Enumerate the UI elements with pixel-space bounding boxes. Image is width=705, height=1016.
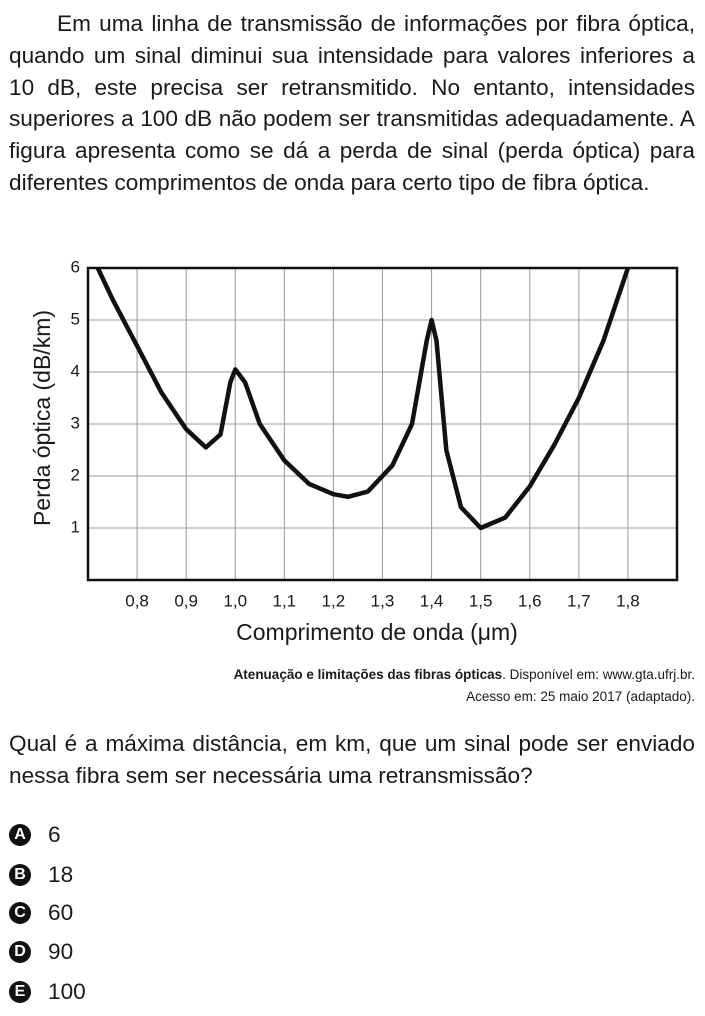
x-tick-label: 1,2 bbox=[322, 591, 346, 610]
option-letter: A bbox=[9, 824, 31, 846]
option-text: 100 bbox=[48, 979, 86, 1004]
plot-frame bbox=[86, 266, 679, 582]
option-letter: E bbox=[9, 981, 31, 1003]
option-text: 60 bbox=[48, 900, 74, 925]
source-text: . Disponível em: www.gta.ufrj.br. bbox=[502, 667, 695, 682]
option-text: 6 bbox=[48, 822, 61, 847]
x-tick-label: 0,9 bbox=[174, 591, 198, 610]
option[interactable]: B 18 bbox=[9, 860, 73, 890]
question: Qual é a máxima distância, em km, que um… bbox=[9, 731, 695, 788]
y-tick-label: 3 bbox=[71, 413, 80, 432]
x-tick-label: 1,8 bbox=[616, 591, 640, 610]
source-line: Atenuação e limitações das fibras óptica… bbox=[234, 664, 695, 686]
source-title: Atenuação e limitações das fibras óptica… bbox=[233, 667, 503, 682]
y-tick-label: 5 bbox=[71, 309, 80, 328]
y-axis-label: Perda óptica (dB/km) bbox=[29, 310, 55, 526]
y-tick-label: 2 bbox=[71, 465, 80, 484]
x-axis-label: Comprimento de onda (μm) bbox=[236, 619, 518, 645]
source-text: Acesso em: 25 maio 2017 (adaptado). bbox=[466, 689, 695, 704]
intro-text: Em uma linha de transmissão de informaçõ… bbox=[9, 11, 695, 195]
x-tick-label: 1,3 bbox=[371, 591, 395, 610]
x-tick-label: 0,8 bbox=[125, 591, 149, 610]
source: Atenuação e limitações das fibras óptica… bbox=[234, 664, 695, 708]
x-tick-label: 1,7 bbox=[567, 591, 591, 610]
option[interactable]: C 60 bbox=[9, 898, 73, 928]
y-tick-label: 1 bbox=[71, 517, 80, 536]
option-letter: C bbox=[9, 902, 31, 924]
chart: Comprimento de onda (μm) Perda óptica (d… bbox=[29, 257, 679, 645]
option-text: 18 bbox=[48, 862, 74, 887]
option-text: 90 bbox=[48, 939, 74, 964]
x-tick-label: 1,6 bbox=[518, 591, 542, 610]
x-tick-label: 1,4 bbox=[420, 591, 444, 610]
y-tick-label: 6 bbox=[71, 257, 80, 276]
loss-curve bbox=[95, 267, 631, 531]
option-letter: D bbox=[9, 941, 31, 963]
y-tick-label: 4 bbox=[71, 361, 80, 380]
option-letter: B bbox=[9, 864, 31, 886]
x-tick-label: 1,1 bbox=[273, 591, 297, 610]
option[interactable]: E 100 bbox=[9, 977, 86, 1007]
x-tick-label: 1,0 bbox=[223, 591, 247, 610]
option[interactable]: D 90 bbox=[9, 937, 73, 967]
x-tick-label: 1,5 bbox=[469, 591, 493, 610]
